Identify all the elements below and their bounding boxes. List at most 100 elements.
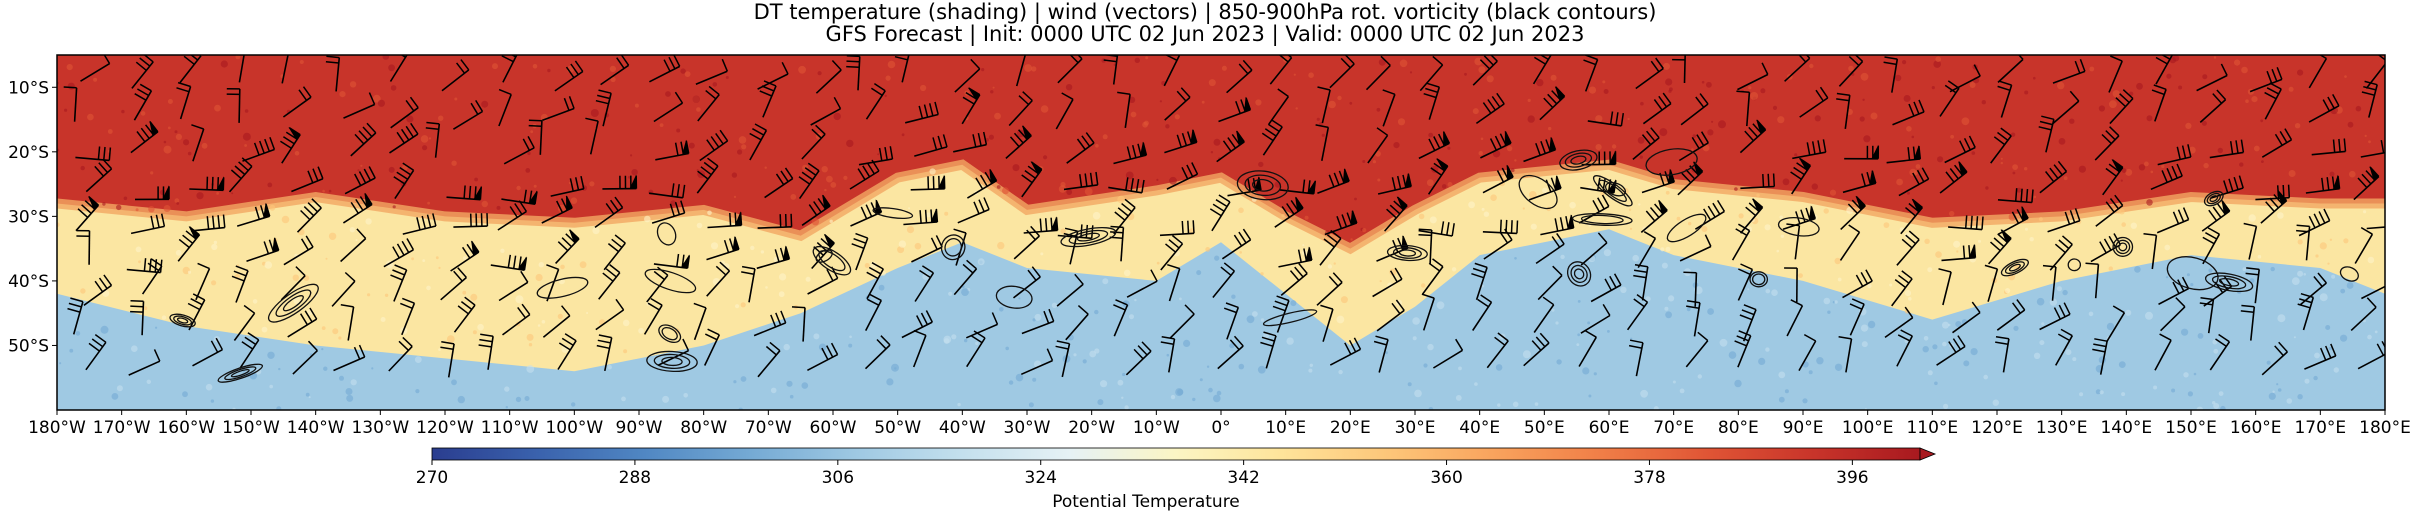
vorticity-contour [2166, 256, 2219, 291]
shading-speckle [1679, 388, 1685, 394]
wind-barb [1587, 111, 1625, 127]
shading-speckle [1409, 71, 1413, 74]
shading-speckle [457, 395, 465, 404]
vorticity-contour [224, 366, 257, 381]
shading-speckle [1165, 124, 1170, 129]
wind-barb [2296, 224, 2311, 261]
shading-speckle [1551, 308, 1555, 312]
shading-speckle [470, 293, 478, 301]
wind-barb [1117, 91, 1131, 129]
wind-barb [402, 213, 437, 235]
shading-speckle [438, 115, 444, 121]
shading-speckle [1628, 208, 1632, 211]
vorticity-contour [653, 353, 691, 370]
wind-barb [1418, 130, 1451, 160]
wind-barb [1997, 80, 2013, 118]
shading-speckle [242, 132, 251, 141]
wind-barb [1376, 299, 1405, 332]
shading-speckle [1903, 95, 1911, 102]
wind-barb [2202, 227, 2221, 265]
colorbar-tick-label: 342 [1227, 468, 1259, 488]
shading-speckle [1765, 347, 1770, 352]
shading-speckle [1034, 313, 1042, 321]
shading-speckle [244, 109, 249, 113]
shading-speckle [801, 382, 809, 389]
wind-barb [2160, 297, 2186, 332]
wind-barb [63, 86, 78, 122]
wind-barb [1480, 130, 1512, 159]
shading-speckle [1963, 360, 1970, 367]
wind-barb [695, 58, 728, 86]
shading-speckle [2202, 74, 2208, 80]
shading-speckle [560, 264, 565, 270]
shading-speckle [1421, 283, 1426, 288]
wind-barb [1949, 64, 1981, 93]
wind-barb [810, 96, 842, 126]
shading-speckle [1719, 338, 1728, 347]
wind-barb [966, 168, 998, 199]
wind-barb [2365, 55, 2385, 89]
shading-speckle [571, 402, 576, 407]
shading-speckle [1257, 365, 1266, 374]
wind-barb [542, 305, 571, 338]
wind-barb [749, 123, 768, 161]
shading-speckle [2187, 391, 2193, 397]
vorticity-contour [1777, 216, 1820, 237]
shading-speckle [2319, 242, 2327, 250]
lon-tick-label: 90°E [1783, 418, 1824, 438]
shading-speckle [1128, 96, 1136, 104]
wind-barb [134, 185, 170, 201]
wind-barb [753, 310, 787, 337]
lon-tick-label: 80°E [1718, 418, 1759, 438]
wind-barb [1217, 335, 1244, 370]
vorticity-contour [1571, 213, 1633, 226]
shading-speckle [2328, 346, 2332, 351]
wind-barb [282, 86, 312, 118]
shading-speckle [824, 188, 827, 192]
shading-speckle [2294, 123, 2301, 129]
shading-speckle [1686, 307, 1691, 312]
shading-speckle [1506, 145, 1513, 152]
wind-barb [1784, 267, 1798, 303]
shading-speckle [163, 140, 167, 144]
shading-speckle [644, 215, 651, 223]
wind-barb [1418, 221, 1455, 237]
shading-speckle [420, 135, 429, 143]
shading-speckle [525, 168, 531, 173]
wind-barb [446, 185, 483, 201]
shading-speckle [1474, 57, 1483, 66]
shading-speckle [2315, 254, 2319, 258]
wind-barb [85, 158, 113, 193]
wind-barb [1537, 265, 1563, 301]
shading-speckle [392, 205, 396, 209]
shading-speckle [1134, 57, 1141, 63]
wind-barb [706, 261, 731, 297]
wind-barb [1680, 93, 1709, 126]
vorticity-contour [1060, 226, 1117, 248]
shading-speckle [2065, 349, 2072, 356]
wind-barb [1365, 55, 1391, 91]
shading-speckle [870, 261, 878, 269]
colorbar: 270 288 306 324 342 360 378 396 Potential Tempe… [416, 447, 1937, 512]
wind-barb [957, 197, 990, 224]
wind-barb [2156, 207, 2190, 234]
shading-speckle [1040, 252, 1044, 256]
wind-barb [246, 237, 280, 262]
shading-speckle [435, 256, 439, 260]
colorbar-ticks: 270 288 306 324 342 360 378 396 [416, 460, 1869, 488]
shading-speckle [2033, 76, 2036, 80]
shading-speckle [1802, 398, 1808, 404]
wind-barb [1739, 198, 1764, 234]
shading-speckle [1630, 337, 1633, 340]
wind-barb [1679, 234, 1712, 262]
shading-speckle [886, 378, 894, 386]
wind-barb [1900, 198, 1924, 235]
wind-barb [1472, 294, 1493, 331]
shading-speckle [2116, 209, 2122, 214]
shading-speckle [1379, 280, 1382, 283]
wind-barb [1838, 336, 1853, 373]
wind-barb [1432, 338, 1464, 369]
shading-speckle [526, 365, 535, 373]
shading-speckle [1238, 207, 1244, 214]
shading-speckle [864, 263, 870, 268]
